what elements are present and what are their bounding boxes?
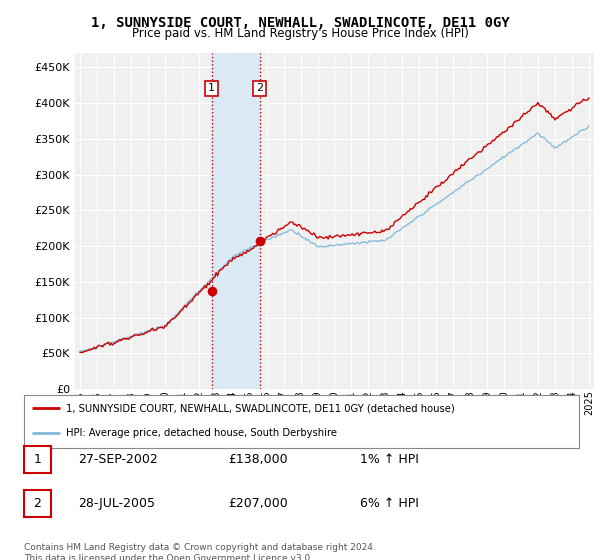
- Text: 2: 2: [34, 497, 41, 510]
- Text: 27-SEP-2002: 27-SEP-2002: [78, 453, 158, 466]
- Text: Price paid vs. HM Land Registry's House Price Index (HPI): Price paid vs. HM Land Registry's House …: [131, 27, 469, 40]
- Text: 1, SUNNYSIDE COURT, NEWHALL, SWADLINCOTE, DE11 0GY: 1, SUNNYSIDE COURT, NEWHALL, SWADLINCOTE…: [91, 16, 509, 30]
- Text: 1% ↑ HPI: 1% ↑ HPI: [360, 453, 419, 466]
- Text: £207,000: £207,000: [228, 497, 288, 510]
- Text: Contains HM Land Registry data © Crown copyright and database right 2024.
This d: Contains HM Land Registry data © Crown c…: [24, 543, 376, 560]
- Text: £138,000: £138,000: [228, 453, 287, 466]
- Text: 2: 2: [256, 83, 263, 94]
- Text: 1: 1: [208, 83, 215, 94]
- Text: 1: 1: [34, 453, 41, 466]
- Text: 28-JUL-2005: 28-JUL-2005: [78, 497, 155, 510]
- Text: HPI: Average price, detached house, South Derbyshire: HPI: Average price, detached house, Sout…: [65, 428, 337, 438]
- Text: 6% ↑ HPI: 6% ↑ HPI: [360, 497, 419, 510]
- Bar: [212, 53, 260, 389]
- Text: 1, SUNNYSIDE COURT, NEWHALL, SWADLINCOTE, DE11 0GY (detached house): 1, SUNNYSIDE COURT, NEWHALL, SWADLINCOTE…: [65, 403, 454, 413]
